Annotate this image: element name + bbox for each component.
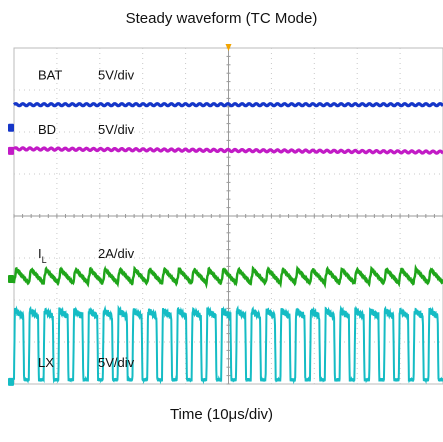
channel-label-bat: BAT [38,68,62,83]
channel-labels: BAT 5V/div BD 5V/div IL 2A/div LX 5V/div [38,68,135,371]
trace-il [12,263,443,290]
waveform-traces [12,102,443,385]
channel-marker-bd [8,146,14,155]
channel-scale-bd: 5V/div [98,122,135,137]
channel-scale-bat: 5V/div [98,68,135,83]
channel-scale-i: 2A/div [98,246,135,261]
channel-marker-i [8,275,14,283]
chart-title: Steady waveform (TC Mode) [125,10,318,27]
channel-marker-bat [8,123,14,132]
channel-label-lx: LX [38,355,54,370]
channel-scale-lx: 5V/div [98,355,135,370]
trigger-marker [225,44,232,51]
channel-label-i: IL [38,246,47,265]
trace-lx [13,304,443,385]
trace-bd [13,146,443,155]
channel-marker-lx [8,377,14,386]
channel-label-subscript: L [42,255,47,265]
x-axis-label: Time (10μs/div) [169,406,274,423]
trace-bat [13,102,443,108]
channel-label-bd: BD [38,122,56,137]
channel-markers [8,123,14,386]
